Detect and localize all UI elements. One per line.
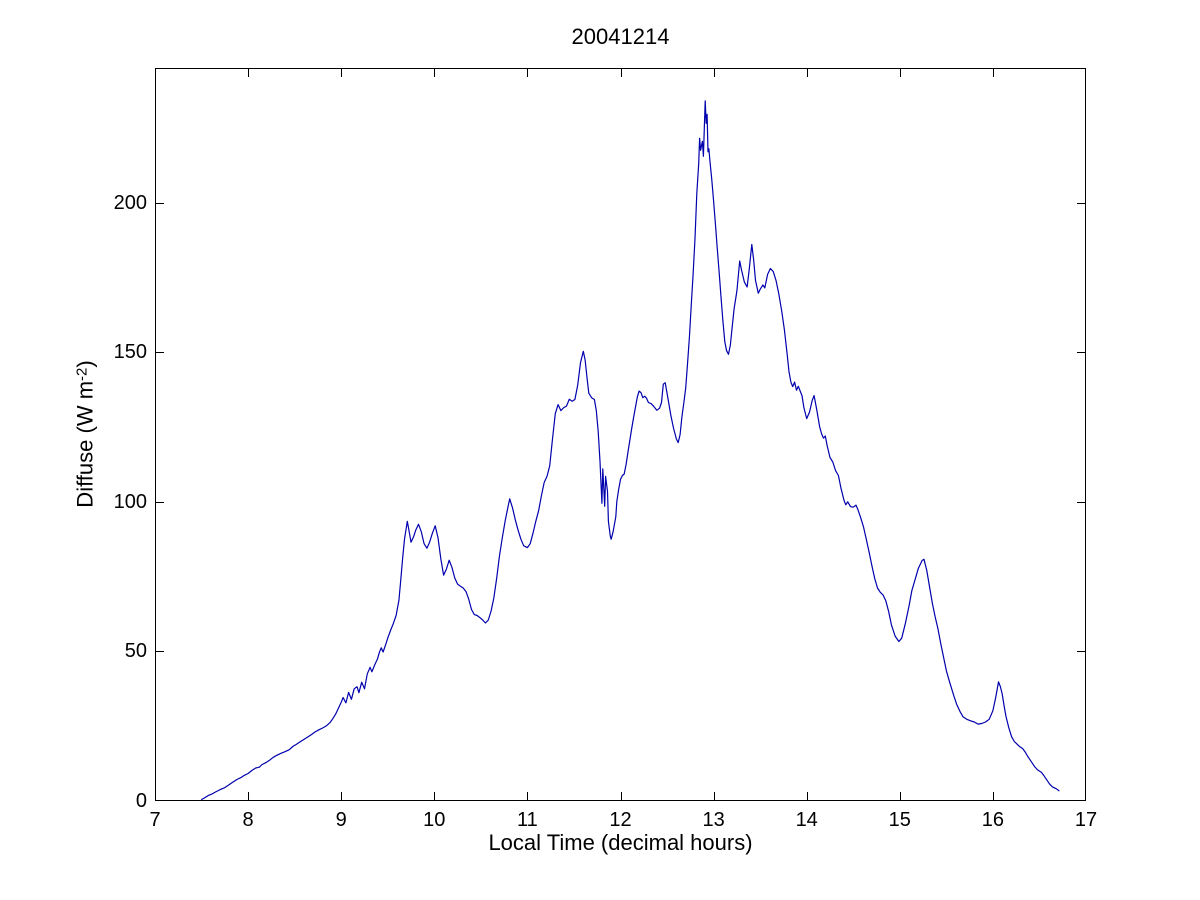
- x-tick-label: 12: [609, 809, 632, 831]
- x-tick-label: 7: [149, 809, 161, 831]
- y-tick-label: 50: [124, 640, 147, 663]
- axes-frame: [155, 68, 1086, 801]
- x-tick-label: 11: [517, 809, 538, 831]
- y-axis-label-text: Diffuse (W m: [72, 380, 98, 508]
- x-tick-label: 13: [702, 809, 725, 831]
- y-axis-label-close: ): [72, 360, 98, 368]
- chart-title: 20041214: [571, 24, 670, 49]
- x-tick-label: 10: [423, 809, 446, 831]
- data-series-line: [200, 100, 1060, 801]
- x-axis-label: Local Time (decimal hours): [488, 830, 753, 855]
- y-tick-label: 0: [135, 790, 147, 812]
- x-tick-label: 9: [335, 809, 347, 831]
- y-tick-label: 100: [113, 490, 147, 513]
- plot-area: [155, 68, 1086, 801]
- x-tick-label: 15: [888, 809, 911, 831]
- y-axis-label-exponent: -2: [73, 367, 91, 381]
- y-axis-label: Diffuse (W m-2): [71, 360, 98, 507]
- x-tick-label: 14: [795, 809, 818, 831]
- x-tick-label: 8: [242, 809, 254, 831]
- y-tick-label: 200: [113, 191, 147, 214]
- x-tick-label: 17: [1074, 809, 1098, 831]
- x-tick-label: 16: [981, 809, 1005, 831]
- y-tick-label: 150: [113, 341, 147, 364]
- tick-marks: [155, 69, 1085, 800]
